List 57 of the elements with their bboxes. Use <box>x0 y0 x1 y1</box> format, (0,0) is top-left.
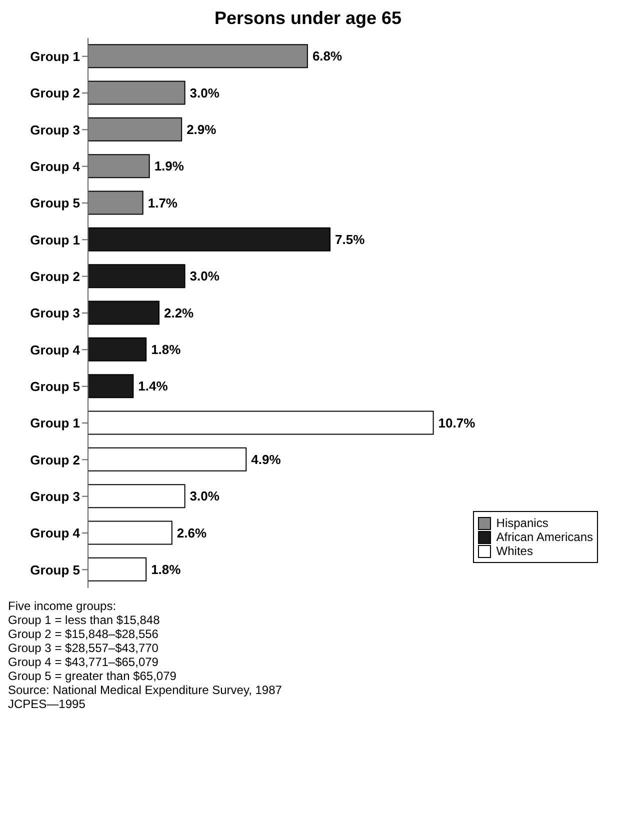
bar <box>88 557 147 582</box>
text: Group 1 = less than $15,848 <box>8 613 161 627</box>
data-label: 4.9% <box>251 452 282 468</box>
bar <box>88 484 186 508</box>
bar <box>88 227 331 252</box>
y-tick-label: Group 4 <box>30 342 81 358</box>
y-tick-label: Group 3 <box>30 488 80 504</box>
data-label: 2.6% <box>176 525 207 540</box>
y-tick-label: Group 4 <box>30 526 81 541</box>
y-tick-label: Group 1 <box>30 416 80 431</box>
y-tick-label: Group 1 <box>30 232 80 248</box>
bar <box>88 264 186 288</box>
source-note: Source: National Medical Expenditure Survey, 1987 <box>8 683 283 697</box>
bar <box>88 374 134 398</box>
chart-title: Persons under age 65 <box>213 8 403 29</box>
text: Group 5 = greater than $65,079 <box>8 669 178 683</box>
data-label: 3.0% <box>190 85 220 100</box>
bar <box>88 190 144 215</box>
data-label: 2.2% <box>164 305 194 320</box>
y-tick-label: Group 5 <box>30 378 80 394</box>
legend-label: Whites <box>496 544 533 558</box>
bar <box>88 300 160 325</box>
data-label: 1.8% <box>151 562 182 578</box>
bar <box>88 410 434 435</box>
y-tick-label: Group 3 <box>30 122 80 138</box>
legend-label: African Americans <box>496 530 593 544</box>
y-tick-label: Group 5 <box>30 562 80 578</box>
data-label: 6.8% <box>312 48 343 64</box>
data-label: 1.8% <box>151 342 182 358</box>
y-tick-label: Group 5 <box>30 196 80 211</box>
data-label: 10.7% <box>438 415 476 430</box>
y-tick-label: Group 2 <box>30 86 80 101</box>
bar <box>88 154 150 178</box>
text: JCPES—1995 <box>8 697 86 711</box>
data-label: 7.5% <box>335 232 366 248</box>
bar <box>88 117 182 142</box>
data-label: 3.0% <box>190 488 220 504</box>
bar <box>88 520 172 545</box>
bar <box>88 80 186 105</box>
bar <box>88 447 247 472</box>
y-tick-label: Group 2 <box>30 452 80 468</box>
data-label: 1.4% <box>138 378 168 394</box>
data-label: 1.9% <box>154 158 184 174</box>
data-label: 2.9% <box>186 122 217 138</box>
y-tick-label: Group 3 <box>30 306 80 321</box>
text: Group 3 = $28,557–$43,770 <box>8 641 160 655</box>
text: Five income groups: <box>8 599 118 613</box>
y-tick-label: Group 1 <box>30 48 80 64</box>
data-label: 1.7% <box>148 195 178 210</box>
y-tick-label: Group 4 <box>30 158 81 174</box>
y-tick-label: Group 2 <box>30 268 80 284</box>
text: Group 2 = $15,848–$28,556 <box>8 627 160 641</box>
bar <box>88 337 147 362</box>
data-label: 3.0% <box>190 268 220 284</box>
bar <box>88 44 308 68</box>
legend-label: Hispanics <box>496 516 548 530</box>
text: Group 4 = $43,771–$65,079 <box>8 655 160 669</box>
